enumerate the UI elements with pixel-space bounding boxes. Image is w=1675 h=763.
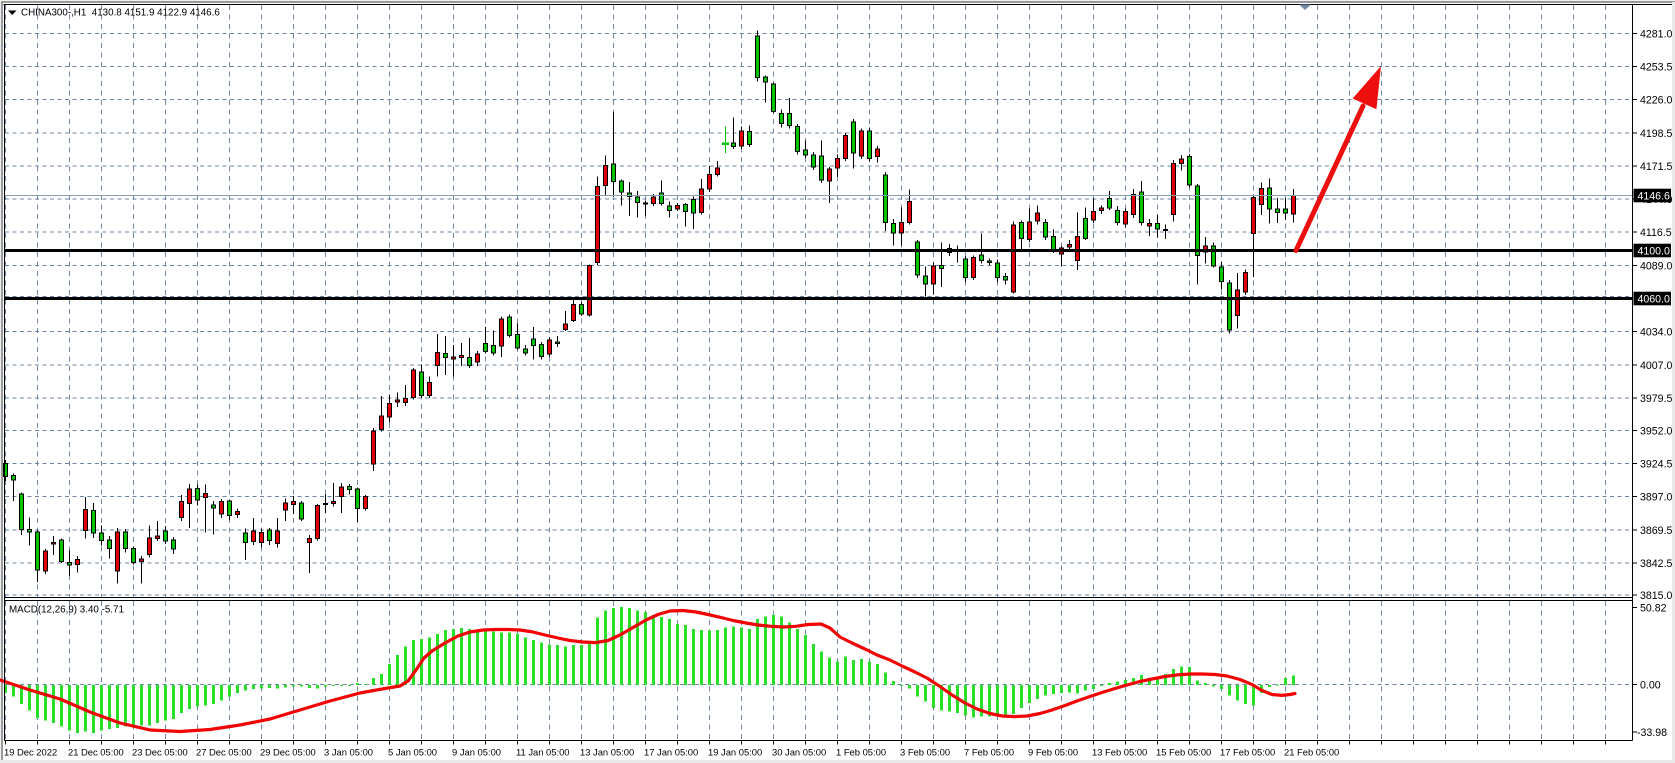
svg-text:19 Jan 05:00: 19 Jan 05:00: [708, 747, 762, 758]
svg-text:17 Feb 05:00: 17 Feb 05:00: [1220, 747, 1275, 758]
svg-text:4116.5: 4116.5: [1640, 227, 1672, 239]
svg-text:13 Feb 05:00: 13 Feb 05:00: [1092, 747, 1147, 758]
svg-text:17 Jan 05:00: 17 Jan 05:00: [644, 747, 698, 758]
svg-text:3897.0: 3897.0: [1640, 491, 1673, 503]
svg-text:19 Dec 2022: 19 Dec 2022: [4, 747, 57, 758]
svg-text:3 Feb 05:00: 3 Feb 05:00: [900, 747, 950, 758]
svg-text:4007.0: 4007.0: [1640, 360, 1673, 372]
svg-text:4226.0: 4226.0: [1640, 94, 1673, 106]
svg-text:30 Jan 05:00: 30 Jan 05:00: [772, 747, 826, 758]
svg-text:4100.0: 4100.0: [1638, 246, 1671, 258]
svg-text:9 Feb 05:00: 9 Feb 05:00: [1028, 747, 1078, 758]
svg-text:21 Feb 05:00: 21 Feb 05:00: [1284, 747, 1339, 758]
svg-text:MACD(12,26,9) 3.40 -5.71: MACD(12,26,9) 3.40 -5.71: [9, 605, 124, 616]
svg-text:4171.5: 4171.5: [1640, 161, 1673, 173]
svg-text:29 Dec 05:00: 29 Dec 05:00: [260, 747, 316, 758]
svg-text:4253.5: 4253.5: [1640, 61, 1673, 73]
svg-text:4060.0: 4060.0: [1638, 294, 1671, 306]
svg-text:0.00: 0.00: [1640, 679, 1661, 691]
svg-text:3979.5: 3979.5: [1640, 393, 1673, 405]
svg-text:13 Jan 05:00: 13 Jan 05:00: [580, 747, 634, 758]
svg-text:11 Jan 05:00: 11 Jan 05:00: [516, 747, 570, 758]
svg-text:3842.5: 3842.5: [1640, 558, 1673, 570]
svg-text:4034.0: 4034.0: [1640, 326, 1673, 338]
svg-text:9 Jan 05:00: 9 Jan 05:00: [452, 747, 501, 758]
svg-text:4146.6: 4146.6: [1638, 191, 1671, 203]
svg-text:3952.0: 3952.0: [1640, 425, 1673, 437]
svg-text:21 Dec 05:00: 21 Dec 05:00: [68, 747, 124, 758]
svg-text:3815.0: 3815.0: [1640, 590, 1673, 602]
svg-text:-33.98: -33.98: [1637, 727, 1667, 739]
svg-text:3 Jan 05:00: 3 Jan 05:00: [324, 747, 373, 758]
svg-text:15 Feb 05:00: 15 Feb 05:00: [1156, 747, 1211, 758]
svg-text:4198.5: 4198.5: [1640, 128, 1673, 140]
svg-text:7 Feb 05:00: 7 Feb 05:00: [964, 747, 1014, 758]
svg-text:3924.5: 3924.5: [1640, 458, 1673, 470]
svg-text:50.82: 50.82: [1640, 602, 1667, 614]
svg-text:4281.0: 4281.0: [1640, 28, 1673, 40]
svg-text:27 Dec 05:00: 27 Dec 05:00: [196, 747, 252, 758]
svg-text:3869.5: 3869.5: [1640, 525, 1673, 537]
svg-text:4089.0: 4089.0: [1640, 260, 1673, 272]
svg-text:1 Feb 05:00: 1 Feb 05:00: [836, 747, 886, 758]
svg-text:23 Dec 05:00: 23 Dec 05:00: [132, 747, 188, 758]
svg-text:5 Jan 05:00: 5 Jan 05:00: [388, 747, 437, 758]
svg-text:CHINA300-,H1 4130.8 4151.9 41: CHINA300-,H1 4130.8 4151.9 4122.9 4146.6: [21, 8, 220, 19]
